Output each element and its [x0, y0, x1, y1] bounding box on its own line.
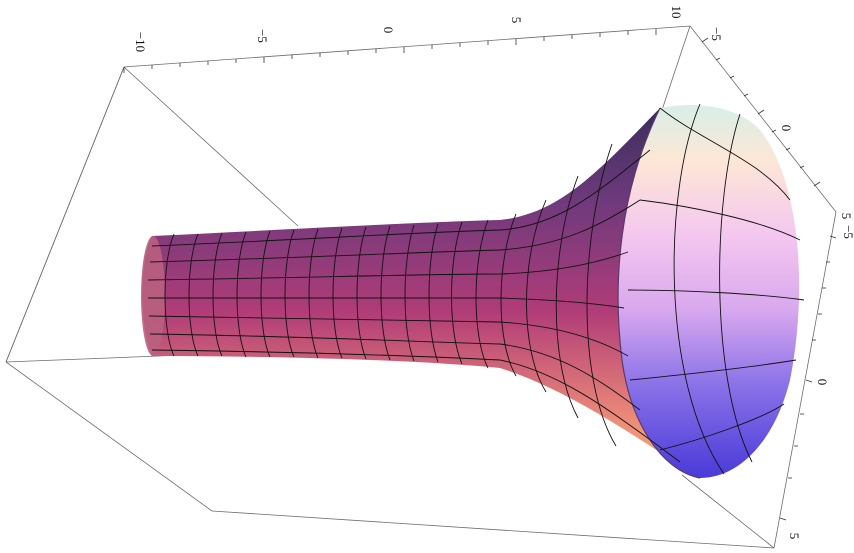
box-edge	[211, 510, 775, 549]
top-axis-label: −5	[255, 29, 270, 43]
top-axis-label: −10	[133, 32, 148, 52]
upper-right-axis-label: 5	[839, 213, 854, 220]
tube-end-cap	[141, 236, 165, 356]
box-edge	[123, 25, 691, 68]
funnel-surface	[141, 103, 805, 479]
box-edge	[681, 474, 775, 549]
upper-right-axis-label: 0	[779, 125, 794, 132]
bell-mesh	[627, 103, 805, 475]
box-edge	[773, 211, 837, 549]
lower-right-axis-ticks	[779, 235, 837, 521]
box-edge	[123, 66, 299, 227]
top-axis-label: 0	[381, 27, 396, 34]
top-axis-label: 10	[669, 6, 684, 19]
lower-right-axis-label: −5	[841, 225, 854, 239]
lower-right-axis-label: 0	[815, 379, 830, 386]
lower-right-axis-label: 5	[787, 533, 802, 540]
upper-right-axis-label: −5	[709, 27, 724, 41]
tube-mesh-rings	[164, 143, 617, 447]
top-axis-label: 5	[509, 17, 524, 24]
box-edge	[5, 361, 213, 512]
box-edge	[661, 25, 691, 111]
top-axis-ticks	[123, 29, 657, 73]
bell-interior	[618, 104, 800, 479]
box-edge	[689, 25, 837, 213]
lower-right-axis: −5 0 5	[779, 225, 854, 540]
upper-right-axis: −5 0 5	[701, 27, 854, 220]
bell-rim	[617, 107, 701, 479]
tube-body	[142, 108, 701, 478]
front-box-edges	[5, 66, 125, 363]
top-axis: −10 −5 0 5 10	[123, 6, 684, 73]
upper-right-axis-ticks	[701, 37, 821, 187]
